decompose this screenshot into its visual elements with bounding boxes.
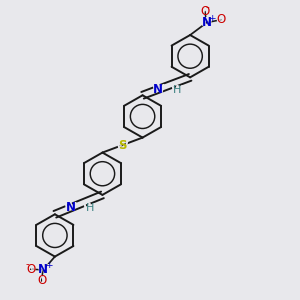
Text: W: W (171, 84, 184, 97)
Text: H: H (173, 85, 181, 95)
Text: W: W (199, 5, 212, 18)
Text: W: W (83, 202, 96, 214)
Text: W: W (214, 13, 227, 26)
Text: H: H (85, 203, 94, 213)
Text: N: N (66, 201, 76, 214)
Text: N: N (153, 83, 163, 96)
Text: N: N (202, 16, 212, 29)
Text: W: W (37, 263, 50, 276)
Text: W: W (24, 263, 37, 276)
Text: W: W (152, 83, 165, 96)
Text: +: + (208, 14, 216, 23)
Text: W: W (35, 274, 48, 287)
Text: +: + (45, 261, 52, 270)
Text: W: W (64, 201, 77, 214)
Text: O: O (37, 274, 46, 287)
Text: O: O (26, 263, 35, 276)
Text: S: S (118, 139, 127, 152)
Text: O: O (216, 13, 225, 26)
Text: N: N (38, 263, 48, 276)
Text: -: - (206, 2, 209, 12)
Text: W: W (200, 16, 213, 29)
Text: W: W (116, 139, 129, 152)
Text: O: O (200, 5, 210, 18)
Text: -: - (25, 259, 29, 269)
